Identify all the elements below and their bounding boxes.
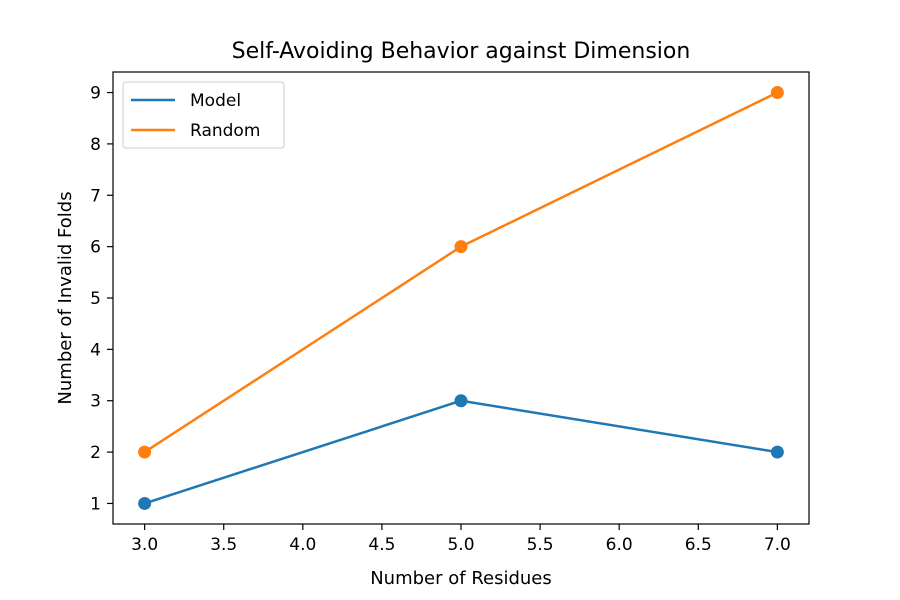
x-tick-label: 7.0 xyxy=(764,535,791,555)
legend: Model Random xyxy=(122,81,285,149)
y-axis-ticks: 1 2 3 4 5 6 7 8 9 xyxy=(90,84,113,514)
y-tick-label: 5 xyxy=(90,289,101,309)
y-tick-label: 3 xyxy=(90,392,101,412)
x-tick-label: 4.5 xyxy=(368,535,395,555)
legend-box xyxy=(122,81,285,149)
legend-label-model: Model xyxy=(190,91,241,111)
y-tick-label: 9 xyxy=(90,84,101,104)
y-axis-label: Number of Invalid Folds xyxy=(55,191,76,404)
plot-frame xyxy=(112,71,810,525)
data-point-model xyxy=(454,394,468,408)
y-tick-label: 1 xyxy=(90,494,101,514)
x-tick-label: 6.5 xyxy=(685,535,712,555)
y-tick-label: 7 xyxy=(90,186,101,206)
y-tick-label: 8 xyxy=(90,135,101,155)
y-tick-label: 6 xyxy=(90,238,101,258)
data-point-model xyxy=(138,496,152,510)
y-tick-label: 2 xyxy=(90,443,101,463)
legend-label-random: Random xyxy=(190,121,260,141)
data-point-model xyxy=(770,445,784,459)
x-tick-label: 5.5 xyxy=(527,535,554,555)
x-axis-ticks: 3.0 3.5 4.0 4.5 5.0 5.5 6.0 6.5 7.0 xyxy=(131,524,791,555)
x-axis-label: Number of Residues xyxy=(370,568,552,589)
x-tick-label: 3.5 xyxy=(210,535,237,555)
y-tick-label: 4 xyxy=(90,340,101,360)
x-tick-label: 3.0 xyxy=(131,535,158,555)
data-point-random xyxy=(770,86,784,100)
x-tick-label: 6.0 xyxy=(606,535,633,555)
x-tick-label: 5.0 xyxy=(447,535,474,555)
x-tick-label: 4.0 xyxy=(289,535,316,555)
series-layer xyxy=(138,86,784,510)
data-point-random xyxy=(454,240,468,254)
chart-title: Self-Avoiding Behavior against Dimension xyxy=(232,39,691,64)
data-point-random xyxy=(138,445,152,459)
